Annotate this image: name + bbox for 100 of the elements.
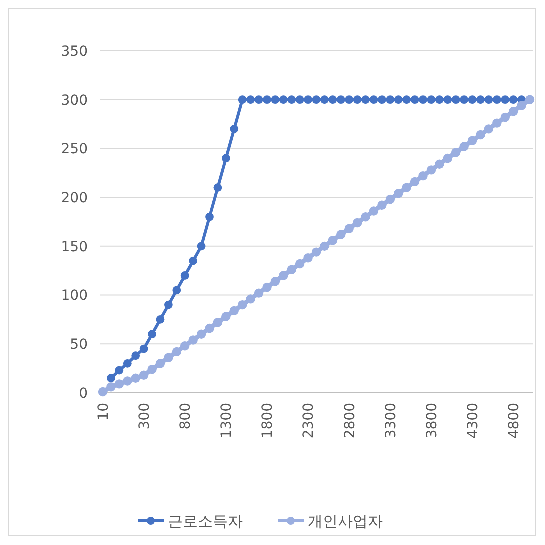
point bbox=[444, 96, 452, 104]
point bbox=[238, 300, 248, 310]
point bbox=[500, 112, 510, 122]
point bbox=[271, 96, 280, 104]
point bbox=[197, 242, 206, 251]
point bbox=[402, 183, 412, 192]
point bbox=[418, 171, 428, 181]
y-tick-label: 300 bbox=[61, 92, 88, 109]
point bbox=[214, 184, 222, 192]
point bbox=[435, 96, 444, 104]
legend-label: 근로소득자 bbox=[168, 512, 243, 530]
point bbox=[517, 101, 526, 110]
point bbox=[296, 96, 304, 104]
point bbox=[180, 272, 190, 280]
point bbox=[287, 265, 296, 274]
point bbox=[246, 294, 256, 304]
point bbox=[254, 96, 264, 104]
point bbox=[230, 124, 239, 134]
point bbox=[304, 254, 313, 263]
point bbox=[254, 288, 264, 298]
point bbox=[148, 364, 157, 374]
point bbox=[213, 318, 223, 328]
point bbox=[180, 341, 190, 351]
point bbox=[98, 387, 108, 397]
point bbox=[156, 359, 166, 368]
point bbox=[320, 242, 330, 252]
point bbox=[468, 136, 478, 146]
point bbox=[295, 259, 305, 269]
point bbox=[246, 96, 256, 104]
x-tick-label: 2800 bbox=[342, 403, 358, 439]
point bbox=[230, 306, 239, 316]
point bbox=[460, 142, 469, 152]
point bbox=[484, 96, 494, 104]
point bbox=[189, 256, 198, 266]
point bbox=[452, 96, 460, 104]
point bbox=[328, 236, 338, 246]
point bbox=[114, 380, 124, 389]
x-tick-label: 300 bbox=[136, 403, 153, 430]
point bbox=[140, 344, 148, 354]
point bbox=[352, 218, 362, 228]
point bbox=[362, 96, 370, 104]
x-tick-label: 3800 bbox=[424, 403, 440, 439]
point bbox=[394, 189, 404, 198]
point bbox=[484, 124, 494, 134]
point bbox=[148, 330, 156, 339]
point bbox=[501, 96, 510, 104]
point bbox=[320, 96, 329, 104]
point bbox=[402, 96, 412, 104]
point bbox=[435, 160, 444, 169]
y-tick-label: 250 bbox=[61, 142, 88, 158]
point bbox=[107, 374, 116, 383]
point bbox=[164, 353, 174, 362]
point bbox=[262, 282, 272, 292]
point bbox=[460, 96, 469, 104]
point bbox=[106, 382, 116, 392]
point bbox=[312, 248, 322, 257]
point bbox=[492, 96, 502, 104]
point bbox=[427, 96, 436, 104]
point bbox=[196, 330, 206, 339]
point bbox=[172, 286, 182, 295]
point bbox=[410, 177, 420, 187]
point bbox=[378, 96, 386, 104]
point bbox=[205, 324, 214, 334]
point bbox=[378, 200, 387, 210]
point bbox=[263, 96, 272, 104]
point bbox=[304, 96, 312, 104]
point bbox=[172, 347, 182, 357]
point bbox=[476, 96, 485, 104]
point bbox=[394, 96, 403, 104]
point bbox=[344, 224, 354, 234]
point bbox=[426, 166, 436, 175]
point bbox=[115, 366, 124, 375]
point bbox=[386, 96, 395, 104]
point bbox=[328, 96, 338, 104]
point bbox=[336, 96, 346, 104]
x-tick-label: 3300 bbox=[383, 403, 400, 439]
point bbox=[361, 212, 370, 222]
point bbox=[156, 316, 165, 324]
point bbox=[451, 148, 461, 158]
point bbox=[206, 212, 214, 222]
x-tick-label: 2300 bbox=[301, 403, 318, 439]
legend-label: 개인사업자 bbox=[308, 512, 383, 530]
point bbox=[468, 96, 477, 104]
point bbox=[132, 352, 140, 360]
x-tick-label: 800 bbox=[178, 403, 194, 430]
point bbox=[222, 154, 230, 163]
point bbox=[508, 106, 518, 116]
x-tick-label: 1300 bbox=[219, 403, 236, 439]
point bbox=[164, 300, 173, 310]
point bbox=[123, 376, 132, 386]
point bbox=[410, 96, 420, 104]
point bbox=[345, 96, 354, 104]
point bbox=[370, 96, 378, 104]
point bbox=[238, 96, 247, 104]
point bbox=[492, 118, 502, 128]
point bbox=[336, 230, 346, 240]
point bbox=[123, 359, 132, 368]
y-tick-label: 100 bbox=[61, 288, 88, 304]
y-tick-label: 50 bbox=[70, 337, 88, 354]
point bbox=[443, 154, 452, 164]
